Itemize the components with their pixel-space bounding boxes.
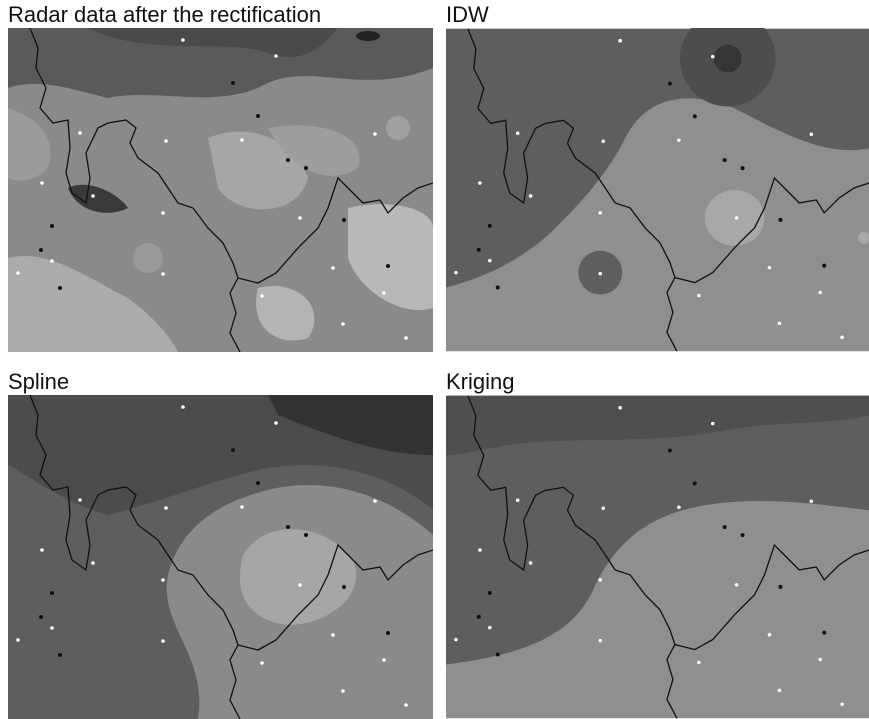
map-panel (446, 11, 869, 351)
map-panel (446, 396, 869, 718)
map-panel (8, 28, 433, 352)
figure: Radar data after the rectification IDW S… (0, 0, 869, 719)
panel-title: IDW (446, 2, 489, 27)
map-panel (8, 395, 433, 719)
panel-title: Radar data after the rectification (8, 2, 321, 27)
panel-title: Spline (8, 369, 69, 394)
panel-title: Kriging (446, 369, 514, 394)
